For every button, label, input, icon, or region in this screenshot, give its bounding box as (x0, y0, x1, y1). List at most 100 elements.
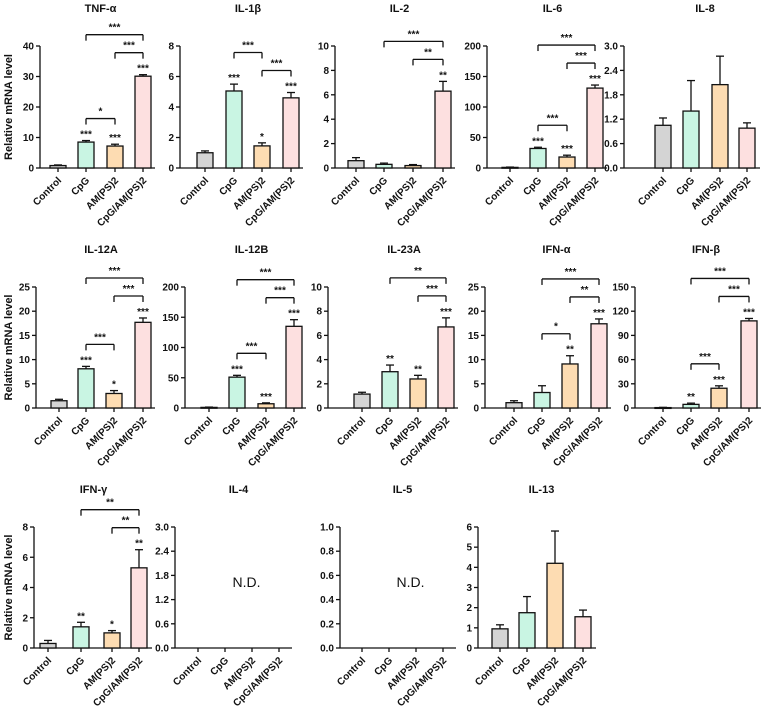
significance-label: *** (561, 144, 573, 155)
y-tick-label: 0.0 (155, 644, 169, 655)
panel-title: IL-5 (393, 484, 413, 496)
y-tick-label: 50 (470, 133, 482, 144)
significance-label: * (110, 620, 114, 631)
bar-control (505, 402, 523, 409)
x-tick-label: CpG (674, 415, 697, 438)
bar-cpg (228, 376, 246, 409)
y-tick-label: 10 (311, 283, 323, 294)
y-tick-label: 8 (168, 42, 174, 53)
x-tick-label: CpG (373, 415, 396, 438)
bracket-significance-label: *** (242, 41, 254, 52)
y-tick-label: 3.0 (604, 42, 618, 53)
x-tick-label: CpG/AM(PS)2 (231, 655, 285, 709)
y-axis-label: Relative mRNA level (3, 295, 15, 401)
y-tick-label: 0 (173, 404, 179, 415)
significance-label: *** (532, 136, 544, 147)
x-tick-label: CpG (521, 175, 544, 198)
y-tick-label: 2 (316, 379, 322, 390)
significance-label: ** (687, 392, 695, 403)
y-tick-label: 4 (316, 355, 322, 366)
significance-label: *** (288, 309, 300, 320)
significance-label: *** (80, 130, 92, 141)
y-tick-label: 2 (22, 613, 28, 624)
significance-label: *** (228, 73, 240, 84)
y-tick-label: 0.4 (320, 595, 334, 606)
bar-am-ps-2 (561, 363, 579, 409)
bar-am-ps-2 (103, 632, 121, 649)
y-tick-label: 8 (323, 66, 329, 77)
y-tick-label: 30 (618, 379, 630, 390)
bracket-significance-label: *** (714, 266, 726, 277)
y-tick-label: 5 (473, 379, 479, 390)
y-tick-label: 200 (464, 42, 481, 53)
bar-cpg (529, 147, 547, 169)
panel-title: IL-23A (387, 244, 421, 256)
x-tick-label: CpG/AM(PS)2 (547, 175, 601, 229)
bracket-significance-label: ** (414, 266, 422, 277)
x-tick-label: CpG (367, 175, 390, 198)
panel-title: IL-13 (529, 484, 555, 496)
bar-control (491, 628, 509, 649)
y-tick-label: 0.6 (155, 619, 169, 630)
y-tick-label: 1.8 (604, 90, 618, 101)
x-tick-label: Control (171, 655, 204, 688)
bar-control (196, 152, 214, 169)
bar-am-ps-2 (546, 562, 564, 649)
y-tick-label: 2 (323, 139, 329, 150)
bracket-significance-label: *** (699, 352, 711, 363)
significance-label: *** (440, 307, 452, 318)
y-tick-label: 4 (323, 115, 329, 126)
x-tick-label: CpG (69, 175, 92, 198)
significance-label: ** (439, 70, 447, 81)
bracket-significance-label: * (99, 107, 103, 118)
y-tick-label: 5 (24, 379, 30, 390)
y-tick-label: 50 (168, 373, 180, 384)
y-tick-label: 90 (618, 331, 630, 342)
x-tick-label: Control (487, 415, 520, 448)
y-tick-label: 60 (618, 355, 630, 366)
bar-am-ps-2 (106, 145, 124, 169)
y-tick-label: 20 (23, 103, 35, 114)
y-tick-label: 4 (22, 583, 28, 594)
x-tick-label: Control (32, 415, 65, 448)
y-tick-label: 150 (612, 283, 629, 294)
bar-control (50, 400, 68, 409)
x-tick-label: Control (31, 175, 64, 208)
panel-title: IL-12B (235, 244, 269, 256)
y-tick-label: 0 (24, 404, 30, 415)
bar-cpg (533, 391, 551, 409)
bracket-significance-label: ** (424, 47, 432, 58)
bar-am-ps-2 (105, 392, 123, 409)
panel-title: IL-6 (543, 3, 563, 15)
significance-label: *** (260, 392, 272, 403)
bar-control (353, 393, 371, 409)
panel-title: IL-2 (390, 3, 410, 15)
x-tick-label: Control (473, 655, 506, 688)
y-tick-label: 25 (468, 283, 480, 294)
y-tick-label: 0 (623, 404, 629, 415)
bracket-significance-label: *** (274, 286, 286, 297)
significance-label: ** (386, 354, 394, 365)
y-tick-label: 0 (22, 644, 28, 655)
x-tick-label: Control (182, 415, 215, 448)
x-tick-label: Control (329, 175, 362, 208)
y-tick-label: 1.2 (155, 595, 169, 606)
bar-am-ps-2 (558, 156, 576, 169)
y-tick-label: 1.2 (604, 115, 618, 126)
bracket-significance-label: *** (547, 113, 559, 124)
bar-cpg-am-ps-2 (434, 90, 452, 169)
bar-cpg-am-ps-2 (586, 87, 604, 169)
significance-label: ** (135, 539, 143, 550)
y-tick-label: 20 (19, 307, 31, 318)
bracket-significance-label: *** (561, 33, 573, 44)
bar-am-ps-2 (404, 164, 422, 169)
x-tick-label: Control (636, 175, 669, 208)
y-tick-label: 0.6 (320, 571, 334, 582)
